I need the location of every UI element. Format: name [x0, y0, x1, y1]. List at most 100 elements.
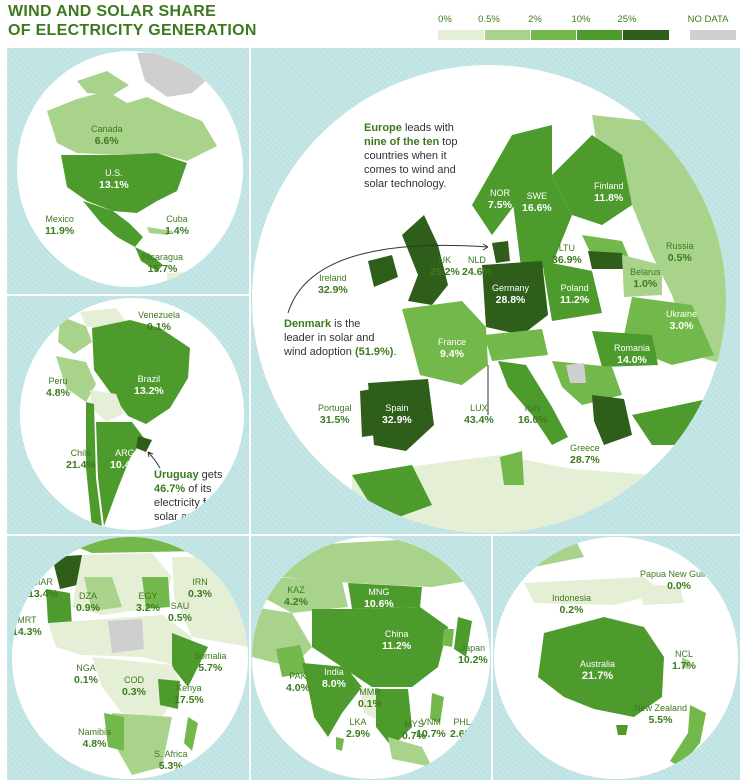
label-belarus: Belarus 1.0% — [630, 267, 661, 290]
land-korea — [442, 629, 454, 647]
land-tasmania — [616, 725, 628, 735]
legend-tick-1: 0.5% — [478, 14, 500, 25]
land-kazakhstan — [266, 577, 348, 613]
land-spain — [368, 379, 434, 451]
label-cuba: Cuba 1.4% — [165, 214, 189, 237]
label-nigeria: NGA 0.1% — [74, 663, 98, 686]
land-central — [92, 657, 182, 717]
land-papua — [634, 583, 684, 605]
label-mauritania: MRT 14.3% — [12, 615, 42, 638]
land-alps — [484, 329, 548, 361]
label-malaysia: MYS 0.7% — [402, 719, 426, 742]
label-portugal: Portugal 31.5% — [318, 403, 352, 426]
label-kenya: Kenya 17.5% — [174, 683, 204, 706]
label-vietnam: VNM 10.7% — [416, 717, 446, 740]
land-new-zealand — [670, 705, 706, 767]
label-poland: Poland 11.2% — [560, 283, 590, 306]
land-russia-asia — [272, 537, 490, 587]
label-norway: NOR 7.5% — [488, 188, 512, 211]
land-egypt — [142, 577, 170, 609]
land-mauritania — [46, 589, 72, 627]
land-morocco — [352, 465, 432, 523]
land-peru — [56, 356, 96, 402]
label-italy: Italy 16.0% — [518, 403, 548, 426]
legend-swatch-no-data — [690, 30, 736, 40]
label-indonesia: Indonesia 0.2% — [552, 593, 592, 616]
land-lithuania — [588, 251, 624, 269]
label-sri-lanka: LKA 2.9% — [346, 717, 370, 740]
title-line-2: OF ELECTRICITY GENERATION — [8, 22, 257, 39]
globe-south-america: Venezuela 0.1% Peru 4.8% Brazil 13.2% Chile… — [20, 298, 244, 530]
label-romania: Romania 14.0% — [614, 343, 651, 366]
land-germany — [482, 261, 548, 335]
legend-swatch-0 — [438, 30, 484, 40]
label-pakistan: PAK 4.0% — [286, 671, 310, 694]
land-mongolia — [348, 583, 422, 609]
globe-north-america: Canada 6.6% U.S. 13.1% Mexico 11.9% Cuba 1.4… — [17, 51, 243, 287]
land-greece — [592, 395, 632, 445]
globe-europe: Europe leads with nine of the ten top co… — [252, 65, 726, 533]
land-philippines — [430, 693, 444, 723]
legend-swatch-2 — [531, 30, 576, 40]
legend-scale: 0% 0.5% 2% 10% 25% NO DATA — [438, 14, 738, 40]
label-ukraine: Ukraine 3.0% — [666, 309, 698, 332]
legend-swatch-1 — [485, 30, 530, 40]
land-tunisia — [500, 451, 524, 485]
label-philippines: PHL 2.6% — [450, 717, 474, 740]
land-middle-east — [172, 557, 248, 647]
label-chile: Chile 21.4% — [66, 448, 96, 471]
label-sweden: SWE 16.6% — [522, 191, 552, 214]
uruguay-note: Uruguay gets 46.7% of its electricity fr… — [154, 469, 228, 523]
land-france — [402, 301, 488, 385]
land-namibia — [104, 713, 124, 751]
land-colombia — [58, 316, 92, 354]
land-myanmar — [360, 687, 376, 719]
label-russia: Russia 0.5% — [666, 241, 694, 264]
label-uk: UK 25.2% — [430, 255, 460, 278]
land-caribbean — [40, 298, 80, 312]
land-south-tip — [167, 271, 227, 287]
label-morocco: MAR 13.4% — [28, 577, 58, 600]
land-cuba — [147, 227, 173, 235]
land-finland — [552, 135, 632, 225]
land-argentina — [96, 422, 144, 526]
land-indonesia — [524, 577, 664, 605]
label-argentina: ARG 10.4% — [110, 448, 140, 471]
label-namibia: Namibia 4.8% — [78, 727, 112, 750]
label-netherlands: NLD 24.6% — [462, 255, 492, 278]
land-uruguay — [136, 436, 152, 452]
label-algeria: DZA 0.9% — [76, 591, 100, 614]
label-egypt: EGY 3.2% — [136, 591, 160, 614]
legend-tick-0: 0% — [438, 14, 452, 25]
land-greenland — [137, 51, 217, 97]
label-australia: Australia 21.7% — [580, 659, 616, 682]
label-lithuania: LTU 36.9% — [552, 243, 582, 266]
land-australia — [538, 617, 664, 717]
label-peru: Peru 4.8% — [46, 376, 70, 399]
label-mongolia: MNG 10.6% — [364, 587, 394, 610]
label-saudi-arabia: SAU 0.5% — [168, 601, 192, 624]
land-usa — [61, 153, 187, 213]
label-china: China 11.2% — [382, 629, 412, 652]
denmark-note: Denmark is the leader in solar and wind … — [284, 318, 397, 358]
label-ireland: Ireland 32.9% — [318, 273, 348, 296]
label-mexico: Mexico 11.9% — [45, 214, 75, 237]
label-brazil: Brazil 13.2% — [134, 374, 164, 397]
land-bolivia — [90, 390, 124, 422]
label-india: India 8.0% — [322, 667, 346, 690]
land-denmark — [492, 241, 510, 263]
legend-no-data-label: NO DATA — [687, 14, 729, 25]
land-mexico — [83, 201, 143, 247]
land-malaysia — [388, 737, 432, 767]
label-venezuela: Venezuela 0.1% — [138, 310, 181, 333]
land-north-africa — [352, 455, 726, 533]
legend-tick-2: 2% — [528, 14, 542, 25]
legend-swatch-3 — [577, 30, 622, 40]
land-arctic — [77, 71, 129, 95]
label-canada: Canada 6.6% — [91, 124, 123, 147]
legend-tick-3: 10% — [571, 14, 591, 25]
globe-africa: MAR 13.4% DZA 0.9% EGY 3.2% IRN 0.3% SAU 0.5%… — [12, 537, 248, 779]
label-greece: Greece 28.7% — [570, 443, 600, 466]
land-sri-lanka — [336, 737, 344, 751]
land-chile — [86, 402, 102, 528]
